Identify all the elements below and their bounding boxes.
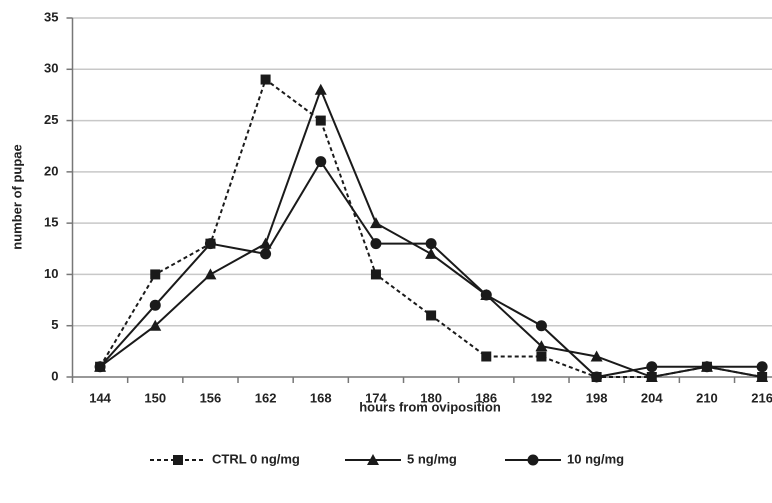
y-tick-label: 25 [44, 112, 58, 127]
marker [260, 74, 271, 85]
marker [425, 238, 437, 250]
y-tick-label: 30 [44, 61, 58, 76]
marker [149, 319, 162, 331]
marker [425, 247, 438, 259]
x-tick-label: 198 [586, 390, 608, 405]
marker [370, 238, 382, 250]
x-tick-label: 192 [531, 390, 553, 405]
series-line [99, 87, 763, 379]
marker [94, 361, 106, 373]
marker [315, 156, 327, 168]
marker [259, 237, 272, 249]
marker [370, 269, 381, 280]
y-tick-label: 20 [44, 163, 58, 178]
marker [590, 350, 603, 362]
y-axis-title: number of pupae [9, 144, 24, 249]
marker [480, 289, 492, 301]
marker [481, 351, 492, 362]
x-tick-label: 216 [751, 390, 772, 405]
x-tick-label: 150 [144, 390, 166, 405]
y-tick-label: 15 [44, 215, 58, 230]
legend-label: 10 ng/mg [567, 451, 624, 466]
marker [367, 454, 379, 465]
marker [204, 238, 216, 250]
marker [150, 269, 161, 280]
marker [369, 217, 382, 229]
marker [756, 361, 768, 373]
marker [591, 371, 603, 383]
marker [527, 454, 539, 466]
marker [149, 299, 161, 311]
x-tick-label: 168 [310, 390, 332, 405]
y-tick-label: 0 [51, 368, 58, 383]
x-tick-label: 210 [696, 390, 718, 405]
marker [426, 310, 437, 321]
marker [260, 248, 272, 260]
marker [314, 83, 327, 95]
x-tick-label: 186 [475, 390, 497, 405]
marker [701, 361, 713, 373]
x-tick-label: 156 [200, 390, 222, 405]
marker [204, 268, 217, 280]
marker [756, 371, 769, 382]
marker [173, 455, 183, 465]
x-tick-label: 180 [420, 390, 442, 405]
marker [535, 320, 547, 332]
y-tick-label: 35 [44, 9, 58, 24]
legend-label: 5 ng/mg [407, 451, 457, 466]
marker [315, 115, 326, 126]
marker [645, 371, 658, 382]
x-tick-label: 144 [89, 390, 111, 405]
y-tick-label: 10 [44, 266, 58, 281]
x-axis-title: hours from oviposition [359, 399, 501, 414]
series-line [99, 159, 763, 379]
marker [536, 351, 547, 362]
marker [535, 340, 548, 352]
y-tick-label: 5 [51, 317, 58, 332]
x-tick-label: 162 [255, 390, 277, 405]
marker [646, 361, 658, 373]
x-tick-label: 204 [641, 390, 663, 405]
x-tick-label: 174 [365, 390, 387, 405]
legend-label: CTRL 0 ng/mg [212, 451, 300, 466]
series-line [99, 77, 763, 378]
